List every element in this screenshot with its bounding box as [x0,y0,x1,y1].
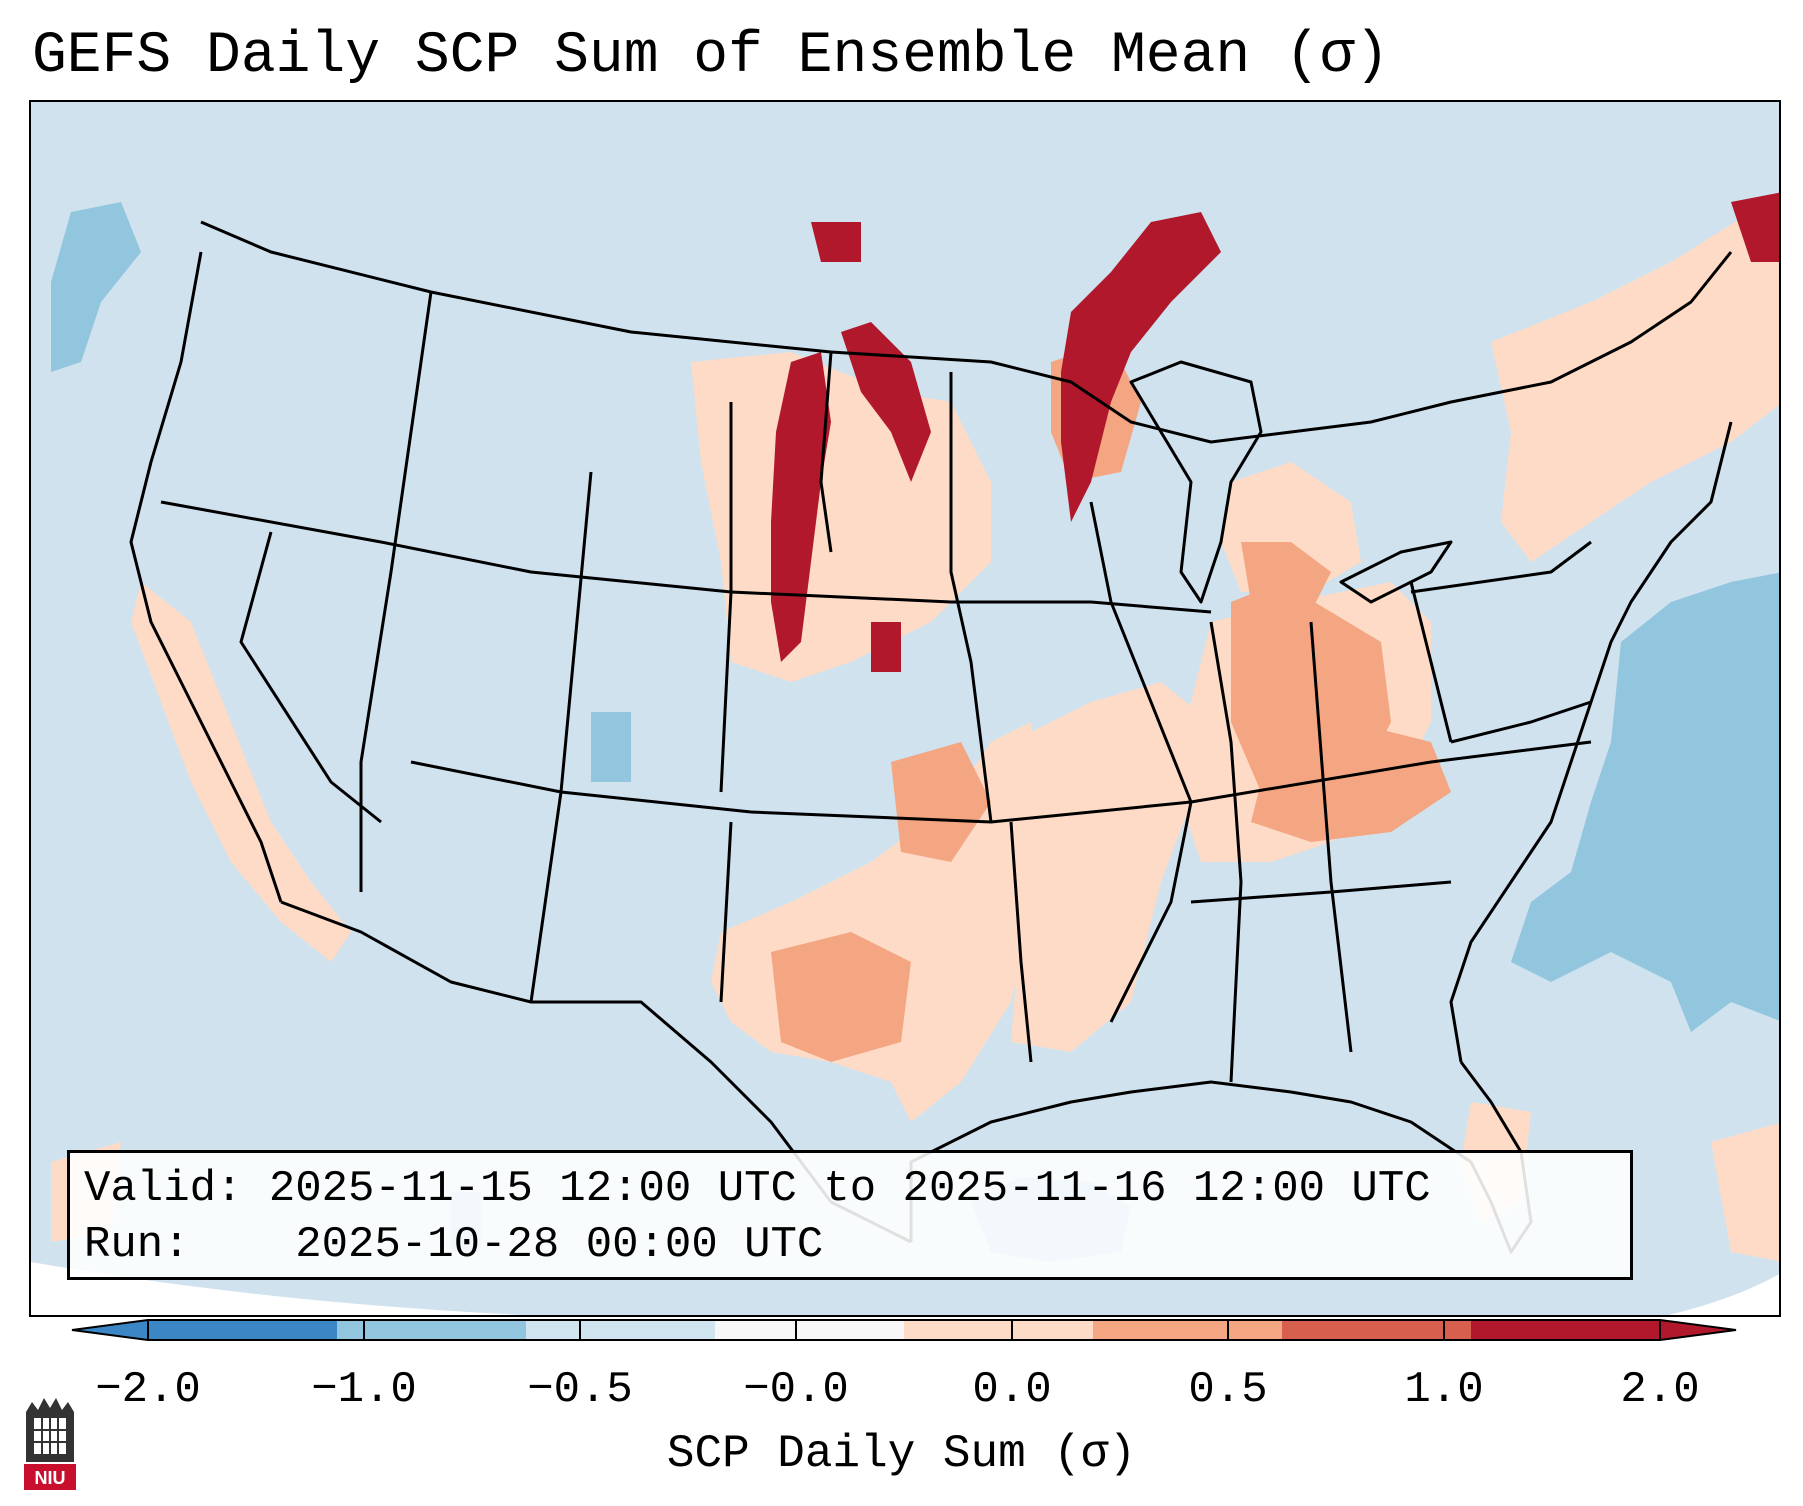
colorbar-segment-0 [148,1320,338,1340]
ne-corner-red-region [1731,192,1779,262]
colorbar-tick-label: 0.0 [972,1365,1052,1415]
state-line-4 [949,372,993,823]
texas-moderate-region [771,932,911,1062]
kentucky-tennessee-moderate-region [1251,722,1451,842]
state-line-17 [819,351,833,553]
colorbar-tick-label: −2.0 [95,1365,201,1415]
valid-value: 2025-11-15 12:00 UTC to 2025-11-16 12:00… [268,1164,1431,1214]
colorbar-label: SCP Daily Sum (σ) [666,1428,1137,1480]
west-coast [129,251,283,903]
nebraska-red-cell [871,622,901,672]
us-canada-border [200,220,1733,444]
colorbar-tick-label: −0.0 [743,1365,849,1415]
projection-edge-left [31,1262,524,1315]
projection-edge-right [1668,1274,1779,1315]
east-coast [1449,421,1733,1063]
chart-title: GEFS Daily SCP Sum of Ensemble Mean (σ) [32,24,1390,89]
state-line-12 [1309,621,1353,1053]
run-label: Run: [84,1220,190,1270]
run-value: 2025-10-28 00:00 UTC [295,1220,824,1270]
state-line-1 [160,500,732,594]
upper-michigan-red-region [1061,212,1221,522]
state-line-5 [239,531,382,824]
map-panel [29,100,1781,1317]
run-line: Run: 2025-10-28 00:00 UTC [84,1217,1616,1273]
valid-line: Valid: 2025-11-15 12:00 UTC to 2025-11-1… [84,1161,1616,1217]
north-dakota-red-region [841,322,931,482]
dakotas-red-corridor [771,352,831,662]
pacific-nw-negative-region [51,202,141,372]
colorbar-tick-label: 1.0 [1404,1365,1484,1415]
colorbar-tick-label: −0.5 [527,1365,633,1415]
state-line-15 [1450,700,1592,744]
state-line-16 [730,590,1212,614]
colorbar-segments [72,1320,1736,1340]
state-line-7 [529,471,593,1003]
state-line-13 [1409,581,1453,743]
colorbar-segment-5 [1093,1320,1283,1340]
valid-run-info-box: Valid: 2025-11-15 12:00 UTC to 2025-11-1… [67,1150,1633,1280]
map-svg [31,102,1779,1315]
colorbar-tick-label: −1.0 [311,1365,417,1415]
colorado-negative-cell [591,712,631,782]
logo-text: NIU [35,1468,66,1488]
great-lakes-outline [1129,360,1263,604]
colorbar-segment-1 [337,1320,527,1340]
oklahoma-moderate-region [891,742,991,862]
state-line-8 [719,821,733,1003]
colorbar-segment-7 [1471,1320,1661,1340]
colorbar-extend-high [1660,1320,1736,1340]
caribbean-region [1711,1123,1779,1262]
colorbar-tick-label: 0.5 [1188,1365,1268,1415]
lake-erie-outline [1339,540,1453,604]
colorbar-segment-4 [904,1320,1094,1340]
colorbar-ticks: −2.0 −1.0 −0.5 −0.0 0.0 0.5 1.0 2.0 [0,1365,1803,1425]
colorbar [71,1319,1737,1341]
valid-label: Valid: [84,1164,243,1214]
mid-south-region [1011,682,1211,1052]
state-line-18 [1410,540,1592,594]
atlantic-negative-region [1511,572,1779,1032]
state-line-6 [359,291,433,892]
northeast-region [1491,203,1779,562]
canada-red-region [811,222,861,262]
colorbar-segment-3 [715,1320,905,1340]
state-line-11 [1209,621,1243,1083]
colorbar-extend-low [72,1320,148,1340]
niu-logo-icon: NIU [24,1398,76,1490]
state-line-10 [1089,501,1193,1023]
gulf-coast [909,1080,1472,1242]
colorbar-tick-label: 2.0 [1620,1365,1700,1415]
high-positive-regions [771,192,1779,672]
colorbar-segment-2 [526,1320,716,1340]
state-line-14 [1190,880,1452,904]
colorbar-outline [71,1319,1737,1341]
lake-michigan-moderate-region [1241,542,1331,612]
colorbar-segment-6 [1282,1320,1472,1340]
california-coast-region [131,582,351,962]
state-line-9 [1009,821,1033,1063]
